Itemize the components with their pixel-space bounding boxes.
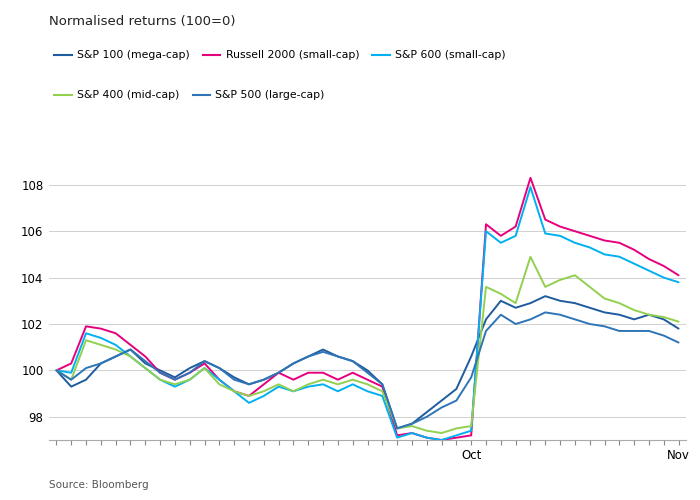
Legend: S&P 100 (mega-cap), Russell 2000 (small-cap), S&P 600 (small-cap): S&P 100 (mega-cap), Russell 2000 (small-… — [55, 50, 505, 60]
Text: Normalised returns (100=0): Normalised returns (100=0) — [49, 15, 235, 28]
Text: Source: Bloomberg: Source: Bloomberg — [49, 480, 148, 490]
Legend: S&P 400 (mid-cap), S&P 500 (large-cap): S&P 400 (mid-cap), S&P 500 (large-cap) — [55, 90, 325, 101]
